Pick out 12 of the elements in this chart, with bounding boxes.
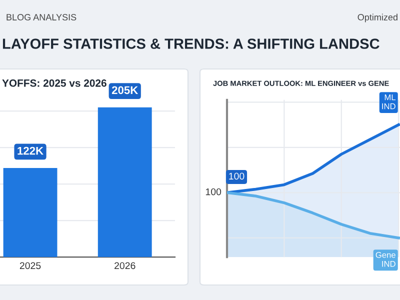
series-label: ML IND <box>382 94 396 110</box>
chart-title: YOFFS: 2025 vs 2026 <box>2 79 106 87</box>
data-label: 122K <box>18 146 44 155</box>
series-label: Gene IND <box>376 252 396 267</box>
data-label: 205K <box>112 86 138 94</box>
text: BLOG ANALYSIS <box>6 14 76 20</box>
text: LAYOFF STATISTICS & TRENDS: A SHIFTING LANDSC <box>2 38 380 49</box>
text: 100 <box>206 188 222 196</box>
text: Optimized <box>358 14 398 22</box>
x-tick-label: 2025 <box>20 262 41 270</box>
annotation: 100 <box>229 172 244 180</box>
x-tick-label: 2026 <box>114 262 136 270</box>
